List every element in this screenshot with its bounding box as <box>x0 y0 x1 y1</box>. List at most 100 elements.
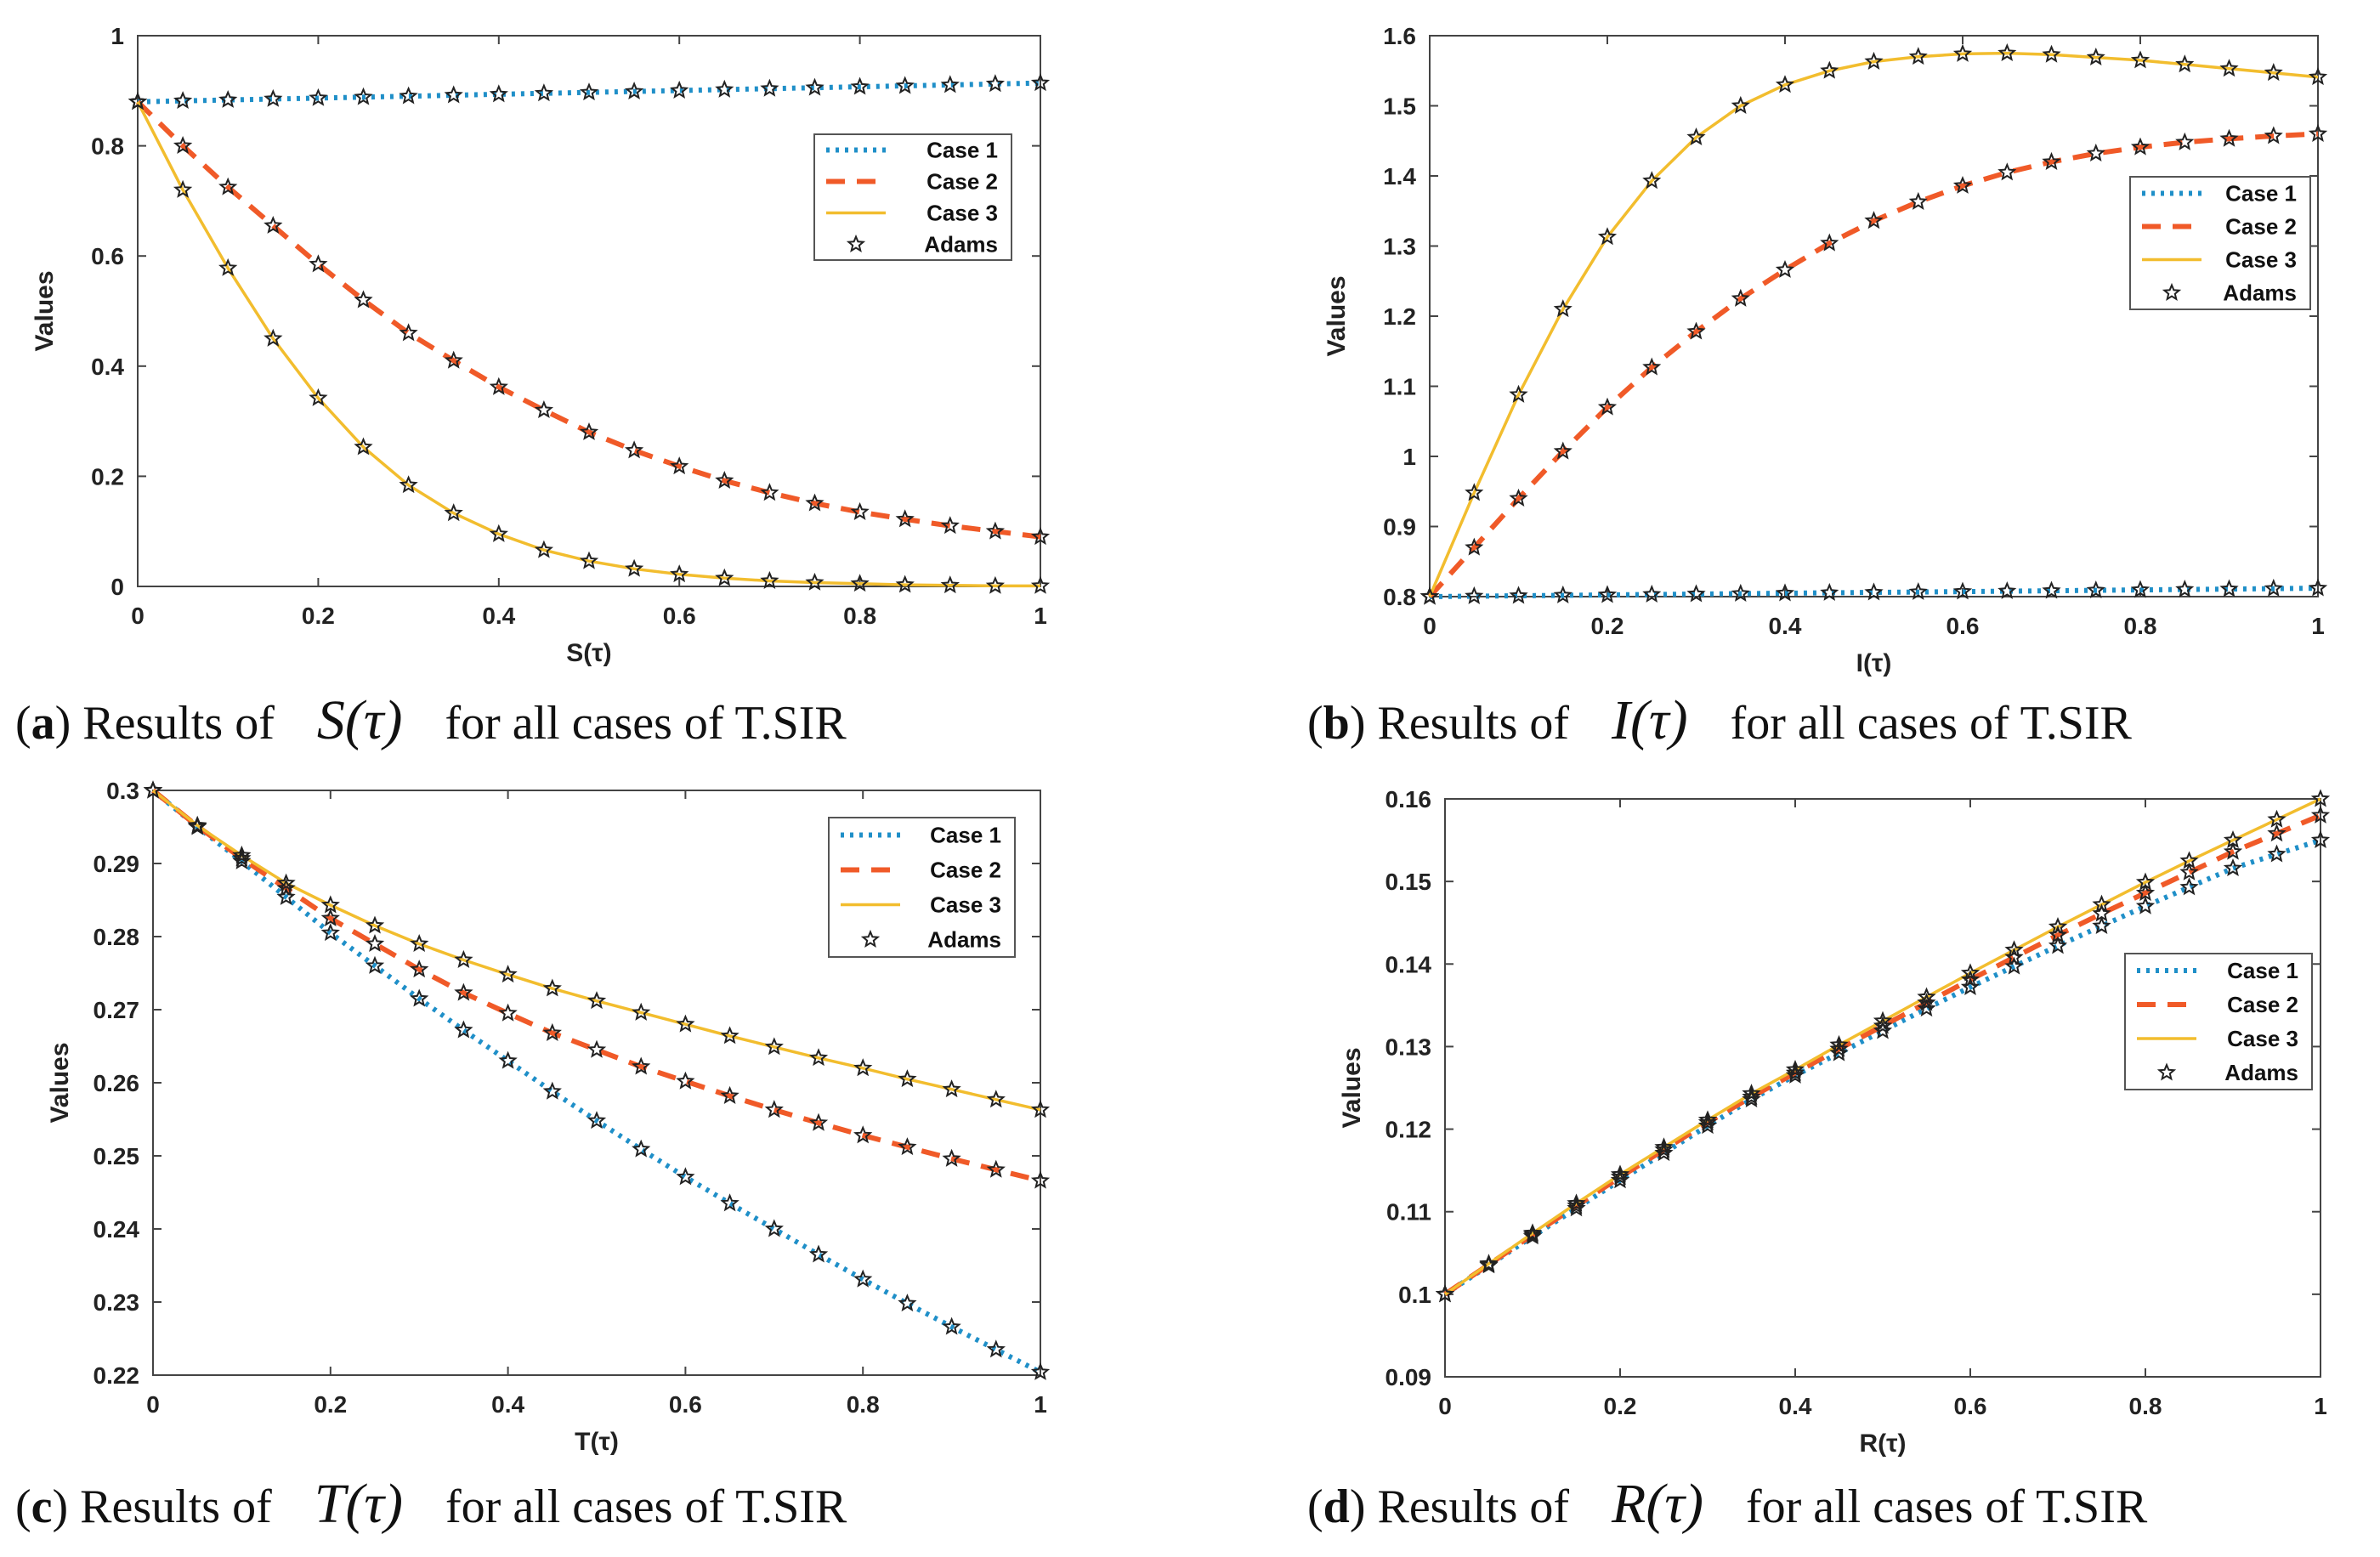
series-case-1-line <box>1443 837 2321 1297</box>
adams-marker <box>1697 1110 1718 1129</box>
legend-swatch-adams <box>2156 1062 2177 1081</box>
y-tick-label: 0.15 <box>1386 869 1432 895</box>
legend-label: Case 3 <box>926 201 998 226</box>
adams-marker <box>850 76 870 95</box>
adams-marker <box>1908 191 1928 210</box>
caption-a-symbol: S(τ) <box>316 689 403 751</box>
legend-label: Case 3 <box>2225 247 2297 273</box>
caption-d: (d) Results of R(τ) for all cases of T.SIR <box>1307 1473 2148 1535</box>
y-tick-label: 0 <box>110 574 124 600</box>
adams-marker <box>1610 1164 1630 1183</box>
adams-marker <box>1731 583 1750 602</box>
adams-marker <box>542 1022 562 1041</box>
adams-marker <box>143 780 163 799</box>
adams-marker <box>624 558 644 577</box>
chart-b-axes-box <box>1429 35 2319 597</box>
chart-a-legend: Case 1 Case 2 Case 3 Adams <box>813 133 1012 261</box>
adams-marker <box>2086 47 2105 66</box>
adams-marker <box>2175 579 2195 598</box>
series-case-1-line <box>151 788 1042 1375</box>
adams-marker <box>940 575 960 594</box>
y-tick-label: 0.14 <box>1386 951 1432 977</box>
adams-marker <box>764 1219 784 1237</box>
adams-marker <box>1998 162 2017 181</box>
adams-marker <box>542 978 562 997</box>
adams-marker <box>1820 60 1839 79</box>
adams-marker <box>365 955 385 974</box>
series-case-1-line <box>1429 586 2319 599</box>
y-tick-label: 0.4 <box>91 354 124 380</box>
adams-marker <box>354 290 373 309</box>
chart-b-legend: Case 1 Case 2 Case 3 Adams <box>2129 176 2311 310</box>
adams-marker <box>1030 575 1051 594</box>
adams-marker <box>1642 171 1662 190</box>
adams-marker <box>805 572 824 591</box>
adams-marker <box>309 88 328 106</box>
x-tick-label: 0 <box>1438 1393 1452 1419</box>
adams-marker <box>2130 137 2150 156</box>
legend-swatch-adams <box>860 929 881 948</box>
adams-marker <box>276 878 296 897</box>
y-tick-label: 0.12 <box>1386 1117 1432 1143</box>
chart-b: 0 0.2 0.4 0.6 0.8 1 0.8 0.9 1 1.1 1.2 1.3 1.4 1.5 1.6 I… <box>1323 23 2328 677</box>
adams-marker <box>808 1113 829 1131</box>
adams-marker <box>498 1050 518 1069</box>
adams-marker <box>454 949 473 968</box>
adams-marker <box>320 908 340 926</box>
adams-marker <box>715 568 734 586</box>
legend-label: Case 2 <box>930 858 1001 883</box>
adams-marker <box>1742 1087 1761 1106</box>
adams-marker <box>2308 578 2328 597</box>
caption-a-post: for all cases of T.SIR <box>445 697 847 750</box>
series-case-3-line <box>136 101 1040 588</box>
adams-marker <box>715 471 734 490</box>
series-case-3-line <box>151 789 1041 1112</box>
adams-marker <box>2048 917 2068 936</box>
adams-marker <box>1785 1062 1805 1081</box>
adams-marker <box>1465 586 1484 604</box>
adams-marker <box>1479 1254 1499 1272</box>
adams-marker <box>399 86 418 105</box>
adams-marker <box>720 1193 740 1212</box>
adams-marker <box>898 1294 917 1312</box>
adams-marker <box>2004 947 2024 965</box>
adams-marker <box>276 873 296 892</box>
y-tick-label: 1 <box>1402 444 1416 470</box>
chart-a-axes-box <box>137 35 1041 587</box>
adams-marker <box>2308 67 2328 86</box>
chart-c-legend: Case 1 Case 2 Case 3 Adams <box>828 817 1016 958</box>
adams-marker <box>2135 896 2156 914</box>
adams-marker <box>1998 580 2017 599</box>
series-case-3-line <box>1443 797 2321 1296</box>
adams-marker <box>632 1002 651 1021</box>
x-tick-label: 0.4 <box>491 1391 524 1418</box>
adams-marker <box>2048 925 2068 943</box>
adams-marker <box>1030 1170 1051 1189</box>
adams-marker <box>218 177 238 195</box>
legend-label: Adams <box>2224 1060 2298 1085</box>
adams-marker <box>2004 940 2024 959</box>
adams-marker <box>853 1125 873 1144</box>
adams-marker <box>760 78 779 97</box>
y-tick-label: 0.29 <box>94 851 140 877</box>
y-axis-label: Values <box>1338 1047 1366 1128</box>
legend-label: Case 1 <box>2225 181 2297 207</box>
x-tick-label: 0.2 <box>302 603 335 629</box>
x-tick-label: 0.6 <box>1954 1393 1987 1419</box>
adams-marker <box>2223 858 2243 877</box>
adams-marker <box>2130 50 2150 69</box>
y-tick-label: 0.26 <box>94 1070 140 1096</box>
adams-marker <box>764 1100 784 1118</box>
adams-marker <box>365 915 385 934</box>
x-axis-label: S(τ) <box>566 639 611 667</box>
adams-marker <box>670 80 689 99</box>
adams-marker <box>1642 357 1662 376</box>
adams-marker <box>676 1014 695 1033</box>
series-case-3-line <box>1428 51 2319 597</box>
adams-marker <box>853 1269 873 1288</box>
x-tick-label: 0.8 <box>843 603 876 629</box>
adams-marker <box>2267 824 2286 842</box>
y-tick-label: 0.09 <box>1386 1364 1432 1390</box>
adams-marker <box>2042 151 2061 170</box>
adams-marker <box>1952 581 1973 600</box>
